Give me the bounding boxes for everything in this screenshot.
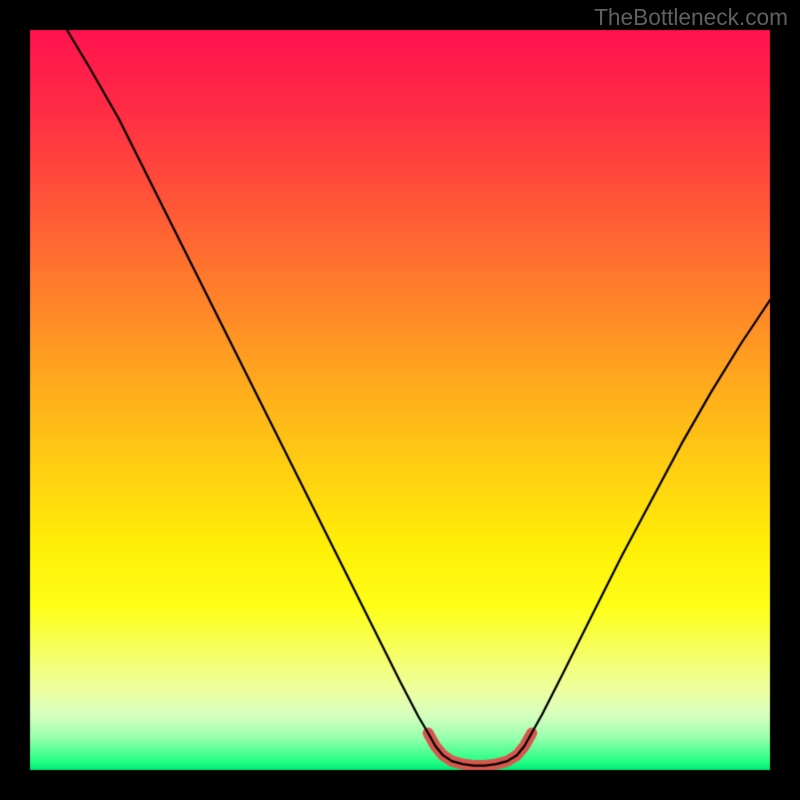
watermark-text: TheBottleneck.com [594, 4, 788, 31]
chart-canvas [0, 0, 800, 800]
bottleneck-curve-chart: TheBottleneck.com [0, 0, 800, 800]
